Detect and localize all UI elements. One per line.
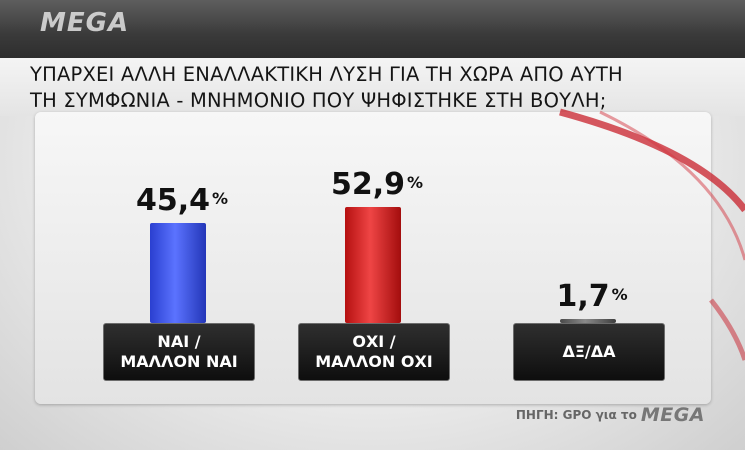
data-label-value: 45,4 bbox=[136, 183, 211, 219]
chart-title-line-1: ΥΠΑΡΧΕΙ ΑΛΛΗ ΕΝΑΛΛΑΚΤΙΚΗ ΛΥΣΗ ΓΙΑ ΤΗ ΧΩΡ… bbox=[30, 63, 623, 86]
channel-logo: MEGA bbox=[40, 8, 130, 38]
chart-title-line-2: ΤΗ ΣΥΜΦΩΝΙΑ - ΜΝΗΜΟΝΙΟ ΠΟΥ ΨΗΦΙΣΤΗΚΕ ΣΤΗ… bbox=[30, 89, 607, 112]
data-label-3: 1,7% bbox=[557, 279, 628, 314]
category-label-line: ΝΑΙ / bbox=[157, 332, 201, 351]
category-label-3: ΔΞ/ΔΑ bbox=[513, 323, 665, 381]
channel-header: MEGA bbox=[0, 0, 745, 58]
data-label-value: 1,7 bbox=[556, 279, 610, 315]
category-label-1: ΝΑΙ / ΜΑΛΛΟΝ ΝΑΙ bbox=[103, 323, 255, 381]
data-label-value: 52,9 bbox=[331, 166, 406, 202]
category-label-line: ΔΞ/ΔΑ bbox=[562, 342, 616, 361]
source-logo: MEGA bbox=[640, 404, 705, 426]
title-strip bbox=[0, 58, 745, 116]
category-label-line: ΜΑΛΛΟΝ ΝΑΙ bbox=[120, 352, 238, 371]
data-label-unit: % bbox=[212, 189, 229, 209]
source-text: ΠΗΓΗ: GPO για το bbox=[515, 408, 637, 422]
data-label-unit: % bbox=[407, 172, 424, 192]
category-label-line: ΟΧΙ / bbox=[352, 332, 396, 351]
bar-2 bbox=[345, 206, 401, 323]
category-label-line: ΜΑΛΛΟΝ ΟΧΙ bbox=[315, 352, 433, 371]
bar-3 bbox=[560, 319, 616, 323]
data-label-unit: % bbox=[611, 285, 628, 305]
data-label-2: 52,9% bbox=[331, 167, 423, 202]
data-label-1: 45,4% bbox=[136, 183, 228, 218]
bar-1 bbox=[150, 223, 206, 323]
category-label-2: ΟΧΙ / ΜΑΛΛΟΝ ΟΧΙ bbox=[298, 323, 450, 381]
source-note: ΠΗΓΗ: GPO για το MEGA bbox=[516, 404, 705, 426]
chart-title: ΥΠΑΡΧΕΙ ΑΛΛΗ ΕΝΑΛΛΑΚΤΙΚΗ ΛΥΣΗ ΓΙΑ ΤΗ ΧΩΡ… bbox=[30, 62, 720, 114]
